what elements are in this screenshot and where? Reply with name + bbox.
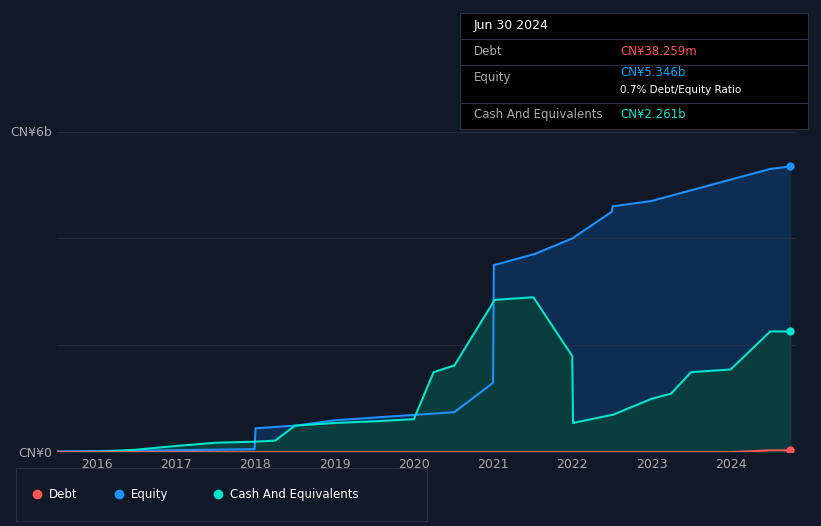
- Text: Cash And Equivalents: Cash And Equivalents: [474, 108, 603, 122]
- Text: Equity: Equity: [131, 488, 169, 501]
- Text: CN¥5.346b: CN¥5.346b: [620, 66, 686, 79]
- Text: Equity: Equity: [474, 72, 511, 85]
- Text: CN¥2.261b: CN¥2.261b: [620, 108, 686, 122]
- Text: Debt: Debt: [49, 488, 78, 501]
- Text: Debt: Debt: [474, 45, 502, 58]
- Text: Cash And Equivalents: Cash And Equivalents: [230, 488, 359, 501]
- Text: Jun 30 2024: Jun 30 2024: [474, 19, 548, 33]
- Text: 0.7% Debt/Equity Ratio: 0.7% Debt/Equity Ratio: [620, 85, 741, 95]
- Text: CN¥38.259m: CN¥38.259m: [620, 45, 697, 58]
